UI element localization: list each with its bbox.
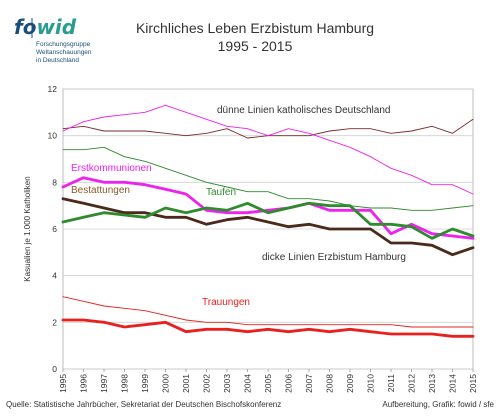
logo-word: fowid xyxy=(14,15,77,39)
x-tick-label: 1998 xyxy=(120,374,130,393)
x-tick-label: 2009 xyxy=(345,374,355,393)
series-line-de_trauungen xyxy=(62,296,474,328)
annotation-bestattungen: Bestattungen xyxy=(71,185,130,196)
x-tick-label: 2010 xyxy=(366,374,376,393)
x-tick-label: 2005 xyxy=(263,374,273,393)
x-tick-label: 2004 xyxy=(243,374,253,393)
logo-sub-1: Forschungsgruppe xyxy=(36,41,91,48)
credit-note: Aufbereitung, Grafik: fowid / sfe xyxy=(382,400,494,409)
annotation-taufen: Taufen xyxy=(206,187,236,198)
source-note: Quelle: Statistische Jahrbücher, Sekreta… xyxy=(6,400,281,409)
logo-word-fo: fo xyxy=(14,15,37,39)
y-axis-label: Kasualien je 1.000 Katholiken xyxy=(23,176,32,281)
x-tick-label: 2011 xyxy=(386,374,396,393)
series-line-hh_trauungen xyxy=(61,318,475,338)
logo-sub-2: Weltanschauungen xyxy=(36,49,92,56)
series-line-hh_taufen xyxy=(61,201,475,240)
x-tick-label: 1996 xyxy=(79,374,89,393)
x-tick-label: 2007 xyxy=(304,374,314,393)
logo-word-wid: wid xyxy=(36,15,76,39)
y-tick-label: 4 xyxy=(52,271,57,281)
x-tick-label: 2012 xyxy=(407,374,417,393)
x-tick-label: 2013 xyxy=(427,374,437,393)
y-tick-label: 10 xyxy=(48,131,58,141)
y-tick-label: 12 xyxy=(48,84,58,94)
series-line-de_taufen xyxy=(62,146,474,211)
x-tick-label: 2014 xyxy=(448,374,458,393)
x-tick-label: 1997 xyxy=(99,374,109,393)
x-tick-label: 2015 xyxy=(468,374,478,393)
annotation-trauungen: Trauungen xyxy=(202,297,250,308)
y-tick-label: 6 xyxy=(52,224,57,234)
series-line-hh_erstkommunionen xyxy=(61,176,475,240)
x-tick-label: 1999 xyxy=(140,374,150,393)
x-tick-label: 2000 xyxy=(161,374,171,393)
annotation-katholisches-deutschland: dünne Linien katholisches Deutschland xyxy=(217,105,390,116)
series-line-hh_bestattungen xyxy=(61,197,475,257)
grid-lines xyxy=(63,88,473,370)
x-tick-label: 1995 xyxy=(58,374,68,393)
x-tick-label: 2008 xyxy=(325,374,335,393)
chart-title: Kirchliches Leben Erzbistum Hamburg xyxy=(136,20,374,36)
y-axis-ticks: 0 2 4 6 8 10 12 xyxy=(48,84,58,374)
fowid-logo: fowid Forschungsgruppe Weltanschauungen … xyxy=(14,15,92,64)
x-tick-label: 2001 xyxy=(181,374,191,393)
annotation-erstkommunionen: Erstkommunionen xyxy=(71,163,152,174)
annotation-erzbistum-hamburg: dicke Linien Erzbistum Hamburg xyxy=(262,252,406,263)
x-axis-ticks: 1995 1996 1997 1998 1999 2000 2001 2002 2003 2004… xyxy=(58,369,478,393)
x-tick-label: 2002 xyxy=(202,374,212,393)
y-tick-label: 2 xyxy=(52,317,57,327)
series-line-de_erstkommunionen xyxy=(62,104,474,195)
chart-subtitle: 1995 - 2015 xyxy=(218,38,293,54)
series-lines xyxy=(61,104,475,338)
y-tick-label: 0 xyxy=(52,364,57,374)
x-tick-label: 2003 xyxy=(222,374,232,393)
x-tick-label: 2006 xyxy=(284,374,294,393)
logo-sub-3: in Deutschland xyxy=(36,57,79,64)
y-tick-label: 8 xyxy=(52,177,57,187)
